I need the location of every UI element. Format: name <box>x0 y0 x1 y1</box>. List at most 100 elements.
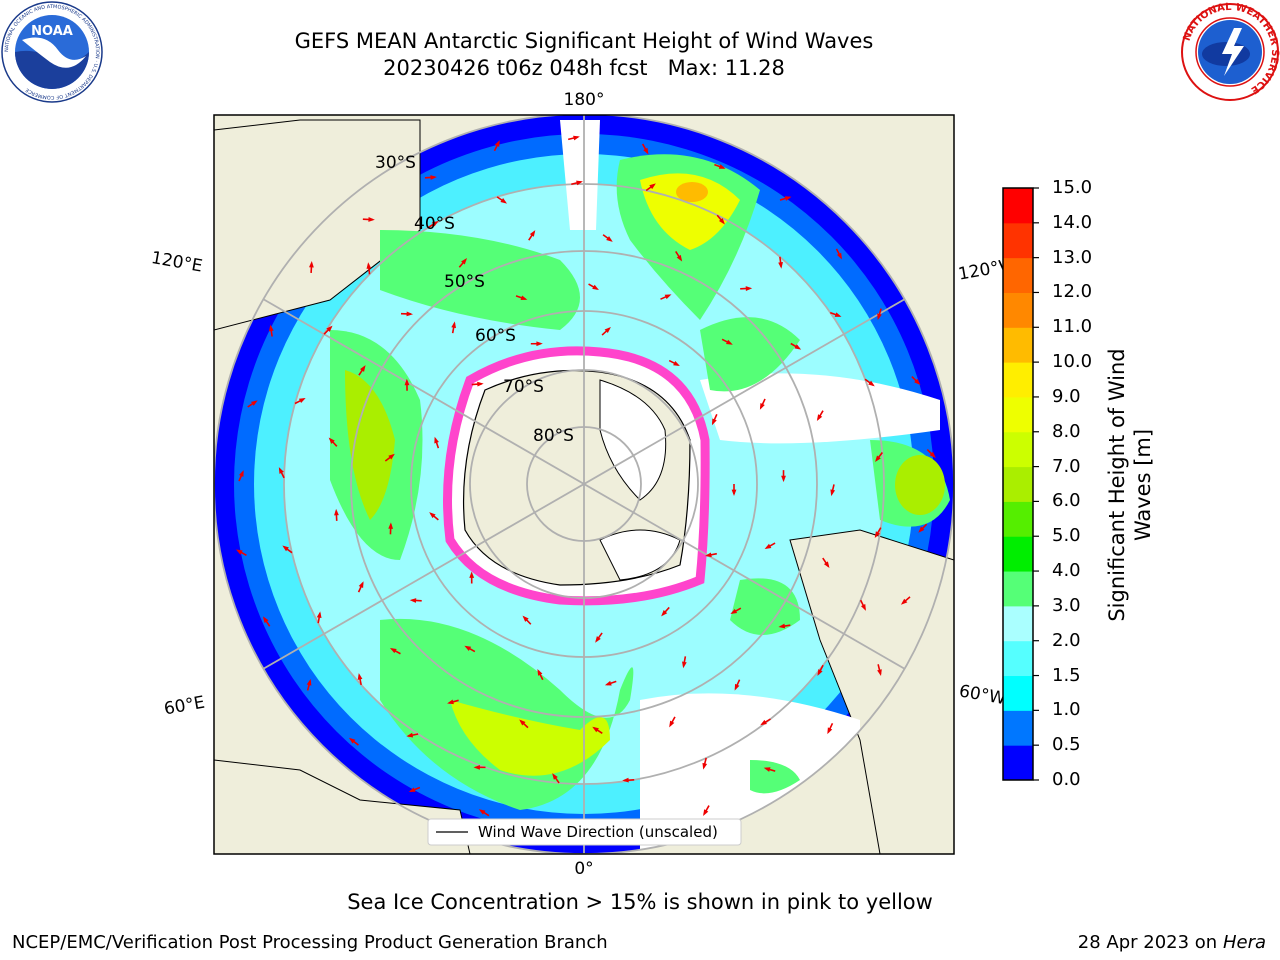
wave-direction-arrowhead <box>592 726 599 733</box>
wave-direction-arrowhead <box>434 436 439 444</box>
colorbar-frame <box>1002 187 1034 781</box>
wave-direction-arrowhead <box>409 598 417 603</box>
wave-direction-arrowhead <box>316 611 322 619</box>
colorbar-tick-label: 6.0 <box>1052 490 1081 512</box>
nws-logo: NATIONAL WEATHER SERVICE <box>1181 2 1280 101</box>
colorbar-tick-label: 15.0 <box>1052 177 1093 198</box>
lat-label-70s: 70°S <box>503 377 544 397</box>
wave-direction-arrowhead <box>604 326 611 334</box>
wave-direction-arrowhead <box>536 341 543 347</box>
colorbar-tick-label: 7.0 <box>1052 455 1081 477</box>
wave-direction-arrowhead <box>348 737 356 744</box>
colorbar-tick-label: 3.0 <box>1052 594 1081 616</box>
wave-direction-arrowhead <box>328 437 335 444</box>
wave-direction-arrowhead <box>643 147 649 155</box>
wave-direction-arrowhead <box>877 313 882 321</box>
wave-direction-arrowhead <box>703 809 709 816</box>
colorbar-tick-label: 0.0 <box>1052 769 1081 790</box>
wave-direction-arrowhead <box>900 598 908 605</box>
lat-label-60s: 60°S <box>475 326 516 346</box>
wave-direction-arrowhead <box>718 218 725 225</box>
colorbar-band <box>1003 640 1033 677</box>
wave-direction-arrowhead <box>759 403 765 410</box>
wave-direction-arrowhead <box>918 526 925 533</box>
colorbar-band <box>1003 396 1033 433</box>
colorbar-tick-label: 1.5 <box>1052 664 1081 686</box>
wave-direction-arrowhead <box>238 470 244 477</box>
wave-direction-arrowhead <box>298 397 306 404</box>
wave-direction-arrowhead <box>778 623 786 629</box>
wave-direction-arrowhead <box>734 683 740 691</box>
wave-direction-arrowhead <box>830 489 836 497</box>
lat-label-30s: 30°S <box>375 153 416 173</box>
wave-direction-arrowhead <box>404 378 410 386</box>
wave-direction-arrowhead <box>794 344 802 350</box>
wave-direction-arrowhead <box>929 451 936 458</box>
colorbar-tick-label: 5.0 <box>1052 525 1081 547</box>
wave-direction-arrowhead <box>823 561 830 569</box>
wave-direction-arrowhead <box>406 732 414 738</box>
wave-direction-arrowhead <box>268 324 274 332</box>
colorbar-band <box>1003 362 1033 398</box>
wave-direction-arrowhead <box>827 727 833 735</box>
lon-label-120e: 120°E <box>150 248 204 277</box>
wave-direction-arrowhead <box>817 669 823 676</box>
wave-direction-arrowhead <box>368 217 375 222</box>
wave-direction-arrowhead <box>745 286 753 291</box>
wave-direction-arrowhead <box>914 378 921 385</box>
wave-direction-arrowhead <box>235 549 243 555</box>
wave-direction-arrowhead <box>309 260 314 268</box>
colorbar-tick-label: 9.0 <box>1052 385 1081 407</box>
colorbar-band <box>1003 605 1033 642</box>
wave-direction-arrowhead <box>451 321 457 329</box>
wave-direction-arrowhead <box>430 175 437 180</box>
wave-direction-arrowhead <box>522 615 529 622</box>
generation-date: 28 Apr 2023 on Hera <box>1077 932 1266 953</box>
wave-direction-arrowhead <box>875 455 881 463</box>
colorbar-tick-label: 0.5 <box>1052 734 1081 756</box>
colorbar-band <box>1003 536 1033 572</box>
wave-direction-arrowhead <box>326 325 333 332</box>
wave-direction-arrowhead <box>760 719 767 726</box>
system-name: Hera <box>1222 932 1266 953</box>
colorbar-band <box>1003 675 1033 711</box>
wave-direction-arrowhead <box>447 699 454 705</box>
wave-direction-arrowhead <box>834 312 842 317</box>
wave-direction-arrowhead <box>388 522 394 529</box>
colorbar-band <box>1003 466 1033 502</box>
wave-direction-arrowhead <box>764 543 772 549</box>
wave-direction-arrowhead <box>877 669 882 676</box>
colorbar-band <box>1003 222 1033 259</box>
wave-direction-arrowhead <box>816 414 823 422</box>
wave-direction-arrowhead <box>763 767 771 772</box>
wave-direction-arrowhead <box>676 254 683 262</box>
producer-credit: NCEP/EMC/Verification Post Processing Pr… <box>12 932 608 953</box>
svg-text:NOAA: NOAA <box>31 24 73 39</box>
colorbar-tick-label: 10.0 <box>1052 351 1093 373</box>
wave-direction-arrowhead <box>726 339 733 345</box>
colorbar-tick-label: 1.0 <box>1052 699 1081 721</box>
wave-direction-arrowhead <box>705 552 712 558</box>
wave-direction-arrowhead <box>731 489 737 496</box>
wave-direction-arrowhead <box>429 512 436 519</box>
wave-direction-arrowhead <box>649 183 656 190</box>
lon-label-0: 0° <box>574 859 593 879</box>
wave-direction-arrowhead <box>464 645 472 651</box>
colorbar-band <box>1003 431 1033 468</box>
wave-direction-arrowhead <box>306 678 312 686</box>
wave-direction-arrowhead <box>529 230 536 237</box>
wave-direction-arrowhead <box>868 380 875 387</box>
wave-direction-arrowhead <box>595 636 601 643</box>
wave-direction-arrowhead <box>251 400 258 406</box>
wave-direction-arrowhead <box>334 508 339 516</box>
noaa-logo: NOAA NATIONAL OCEANIC AND ATMOSPHERIC AD… <box>1 1 103 103</box>
wave-direction-arrowhead <box>682 661 687 669</box>
wave-direction-arrowhead <box>473 764 480 770</box>
wave-direction-arrowhead <box>500 198 508 204</box>
wave-direction-arrowhead <box>784 196 792 201</box>
wave-direction-arrowhead <box>592 284 599 291</box>
wave-direction-arrowhead <box>576 180 583 186</box>
wave-direction-arrowhead <box>278 467 284 474</box>
wave-direction-arrowhead <box>673 360 680 366</box>
